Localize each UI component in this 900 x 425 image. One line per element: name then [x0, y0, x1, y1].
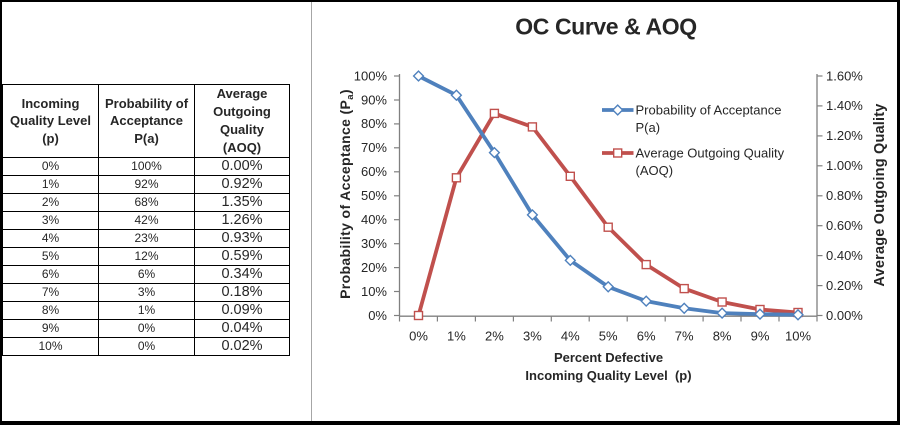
svg-text:10%: 10% — [361, 284, 387, 299]
svg-text:2%: 2% — [485, 329, 504, 344]
svg-text:10%: 10% — [785, 329, 811, 344]
svg-text:0.40%: 0.40% — [826, 248, 863, 263]
svg-text:90%: 90% — [361, 92, 387, 107]
svg-text:Average Outgoing Quality: Average Outgoing Quality — [872, 103, 888, 286]
svg-text:Incoming Quality Level (p): Incoming Quality Level (p) — [525, 368, 691, 383]
svg-text:3%: 3% — [523, 329, 542, 344]
svg-text:6%: 6% — [637, 329, 656, 344]
svg-text:8%: 8% — [713, 329, 732, 344]
svg-text:0.00%: 0.00% — [826, 308, 863, 323]
svg-text:5%: 5% — [599, 329, 618, 344]
svg-text:0.60%: 0.60% — [826, 218, 863, 233]
svg-text:4%: 4% — [561, 329, 580, 344]
svg-text:Average Outgoing Quality: Average Outgoing Quality — [636, 146, 785, 161]
svg-text:P(a): P(a) — [636, 120, 661, 135]
svg-text:0.80%: 0.80% — [826, 188, 863, 203]
svg-text:40%: 40% — [361, 212, 387, 227]
svg-text:0.20%: 0.20% — [826, 278, 863, 293]
svg-text:Probability of Acceptance (Pa): Probability of Acceptance (Pa) — [337, 89, 356, 299]
svg-text:Probability of Acceptance: Probability of Acceptance — [636, 103, 782, 118]
svg-text:0%: 0% — [368, 308, 387, 323]
svg-text:1%: 1% — [447, 329, 466, 344]
svg-text:OC Curve & AOQ: OC Curve & AOQ — [515, 14, 696, 40]
svg-text:9%: 9% — [751, 329, 770, 344]
svg-text:100%: 100% — [354, 68, 388, 83]
svg-text:1.40%: 1.40% — [826, 98, 863, 113]
svg-text:0%: 0% — [409, 329, 428, 344]
svg-text:30%: 30% — [361, 236, 387, 251]
svg-text:Percent Defective: Percent Defective — [554, 350, 663, 365]
svg-text:80%: 80% — [361, 116, 387, 131]
svg-text:7%: 7% — [675, 329, 694, 344]
svg-text:20%: 20% — [361, 260, 387, 275]
svg-text:60%: 60% — [361, 164, 387, 179]
svg-text:70%: 70% — [361, 140, 387, 155]
svg-text:(AOQ): (AOQ) — [636, 163, 674, 178]
svg-text:1.20%: 1.20% — [826, 128, 863, 143]
svg-text:1.60%: 1.60% — [826, 68, 863, 83]
svg-text:50%: 50% — [361, 188, 387, 203]
svg-text:1.00%: 1.00% — [826, 158, 863, 173]
